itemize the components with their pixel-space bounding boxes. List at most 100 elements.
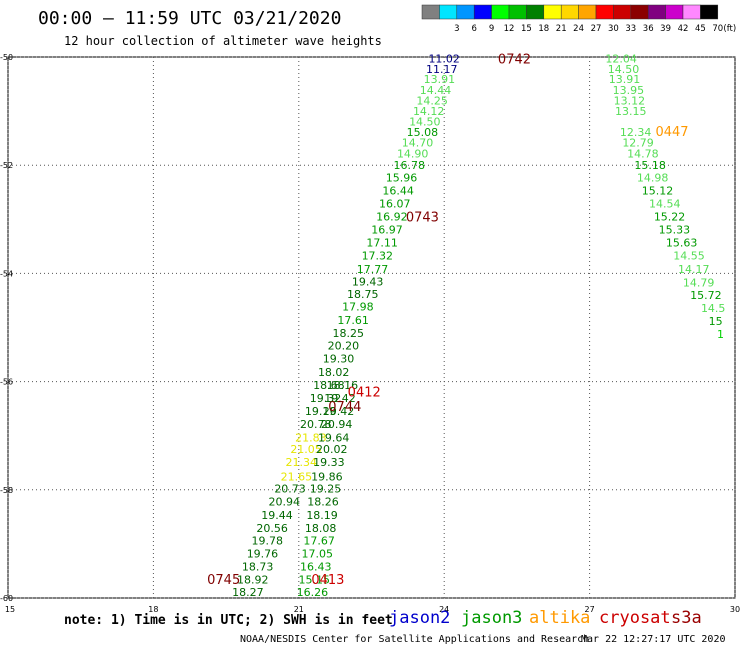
chart-title: 00:00 – 11:59 UTC 03/21/2020 xyxy=(38,8,342,29)
data-point-label: 18.25 xyxy=(332,327,364,340)
data-point-label: 14.12 xyxy=(413,105,445,118)
data-point-label: 13.15 xyxy=(615,105,647,118)
color-scale-label: 18 xyxy=(538,24,549,34)
data-point-label: 16.92 xyxy=(376,211,408,224)
data-point-label: 19.86 xyxy=(311,470,343,483)
color-scale-label: 30 xyxy=(608,24,619,34)
data-point-label: 13.95 xyxy=(613,84,645,97)
data-point-label: 18.19 xyxy=(306,509,338,522)
x-tick-label: 24 xyxy=(439,605,449,614)
data-point-label: 19.78 xyxy=(252,535,284,548)
data-point-label: 20.20 xyxy=(328,339,360,352)
pass-time-label: 0447 xyxy=(655,125,688,140)
x-tick-label: 30 xyxy=(730,605,740,614)
data-point-label: 18.75 xyxy=(347,288,379,301)
data-point-label: 16.43 xyxy=(300,561,332,574)
plot-area: 15 18 21 24 27 30 -50 -52 -54 -56 -58 -60 11.0211.17… xyxy=(0,53,740,614)
color-scale-label: 70 xyxy=(712,24,723,34)
data-point-label: 17.77 xyxy=(357,263,389,276)
data-point-label: 20.56 xyxy=(256,522,288,535)
y-tick-label: -58 xyxy=(0,486,13,495)
data-point-label: 19.33 xyxy=(313,456,345,469)
data-point-label: 12.79 xyxy=(622,136,654,149)
data-point-label: 14.25 xyxy=(416,94,448,107)
color-scale-label: 27 xyxy=(591,24,602,34)
data-point-label: 13.91 xyxy=(424,73,456,86)
data-point-label: 16.26 xyxy=(297,586,329,599)
data-point-label: 16.97 xyxy=(371,224,403,237)
color-scale-label: 21 xyxy=(556,24,567,34)
satellite-legend-entry: jason2 xyxy=(389,608,451,628)
color-swatch xyxy=(700,4,719,20)
satellite-legend-entry: jason3 xyxy=(461,608,523,628)
color-scale-label: 15 xyxy=(521,24,532,34)
data-point-label: 21.05 xyxy=(290,443,322,456)
color-scale-label: 9 xyxy=(489,24,494,34)
color-scale-label: 45 xyxy=(695,24,706,34)
color-scale-unit: (ft) xyxy=(723,24,736,34)
footer-note: note: 1) Time is in UTC; 2) SWH is in fe… xyxy=(64,613,393,628)
data-point-label: 14.90 xyxy=(397,147,429,160)
data-point-label: 15.96 xyxy=(386,172,418,185)
data-point-label: 17.67 xyxy=(303,535,335,548)
data-point-label: 16.78 xyxy=(394,159,426,172)
color-scale-label: 3 xyxy=(454,24,459,34)
data-point-label: 18.92 xyxy=(237,574,269,587)
data-point-label: 20.02 xyxy=(316,443,348,456)
data-point-label: 19.25 xyxy=(310,483,342,496)
data-point-label: 21.65 xyxy=(281,470,313,483)
y-tick-label: -56 xyxy=(0,378,13,387)
data-point-label: 14.70 xyxy=(402,136,434,149)
color-scale-label: 12 xyxy=(504,24,515,34)
data-point-label: 15.18 xyxy=(634,159,666,172)
data-point-label: 20.73 xyxy=(274,483,306,496)
color-scale-label: 33 xyxy=(625,24,636,34)
data-point-label: 14.78 xyxy=(627,147,659,160)
data-point-label: 17.32 xyxy=(362,250,394,263)
pass-time-label: 0412 xyxy=(348,385,381,400)
data-point-label: 1 xyxy=(717,328,724,341)
data-point-label: 15.12 xyxy=(642,185,674,198)
data-point-label: 19.43 xyxy=(352,276,384,289)
color-scale-legend: 3 6 9 12 15 18 21 24 27 30 33 36 39 42 45 70 (ft) xyxy=(421,4,736,34)
data-point-label: 18.16 xyxy=(327,379,359,392)
data-point-label: 19.32 xyxy=(310,392,342,405)
data-point-label: 13.91 xyxy=(609,73,641,86)
color-scale-label: 24 xyxy=(573,24,584,34)
data-point-label: 18.27 xyxy=(232,586,264,599)
satellite-legend-entry: cryosat xyxy=(599,608,671,628)
data-point-label: 17.05 xyxy=(301,548,333,561)
pass-time-label: 0743 xyxy=(406,211,439,226)
data-point-label: 18.68 xyxy=(313,379,345,392)
data-point-label: 15.15 xyxy=(299,574,331,587)
footer-timestamp: Mar 22 12:27:17 UTC 2020 xyxy=(581,634,726,645)
data-point-label: 14.50 xyxy=(409,115,441,128)
x-tick-label: 18 xyxy=(148,605,158,614)
data-point-label: 19.44 xyxy=(261,509,293,522)
x-tick-label: 27 xyxy=(585,605,595,614)
color-scale-label: 6 xyxy=(471,24,476,34)
data-point-label: 19.30 xyxy=(323,352,355,365)
data-point-label: 14.54 xyxy=(649,198,681,211)
data-point-label: 14.55 xyxy=(673,250,705,263)
color-scale-label: 39 xyxy=(660,24,671,34)
color-scale-label: 36 xyxy=(643,24,654,34)
data-point-label: 17.98 xyxy=(342,300,374,313)
data-point-label: 20.42 xyxy=(323,405,355,418)
data-point-label: 18.26 xyxy=(307,496,339,509)
data-point-label: 12.04 xyxy=(605,53,637,66)
data-point-label: 14.50 xyxy=(608,63,640,76)
data-point-label: 18.73 xyxy=(242,561,274,574)
data-point-label: 15.33 xyxy=(659,224,691,237)
data-point-label: 20.94 xyxy=(269,496,301,509)
data-point-label: 16.44 xyxy=(382,185,414,198)
data-point-label: 15 xyxy=(709,315,723,328)
data-point-label: 21.34 xyxy=(285,456,317,469)
data-point-label: 13.12 xyxy=(614,94,646,107)
data-point-label: 17.11 xyxy=(366,237,398,250)
chart-subtitle: 12 hour collection of altimeter wave hei… xyxy=(64,34,382,48)
data-point-label: 19.42 xyxy=(324,392,356,405)
data-point-label: 15.22 xyxy=(654,211,686,224)
data-point-label: 18.08 xyxy=(305,522,337,535)
color-scale-label: 42 xyxy=(678,24,689,34)
